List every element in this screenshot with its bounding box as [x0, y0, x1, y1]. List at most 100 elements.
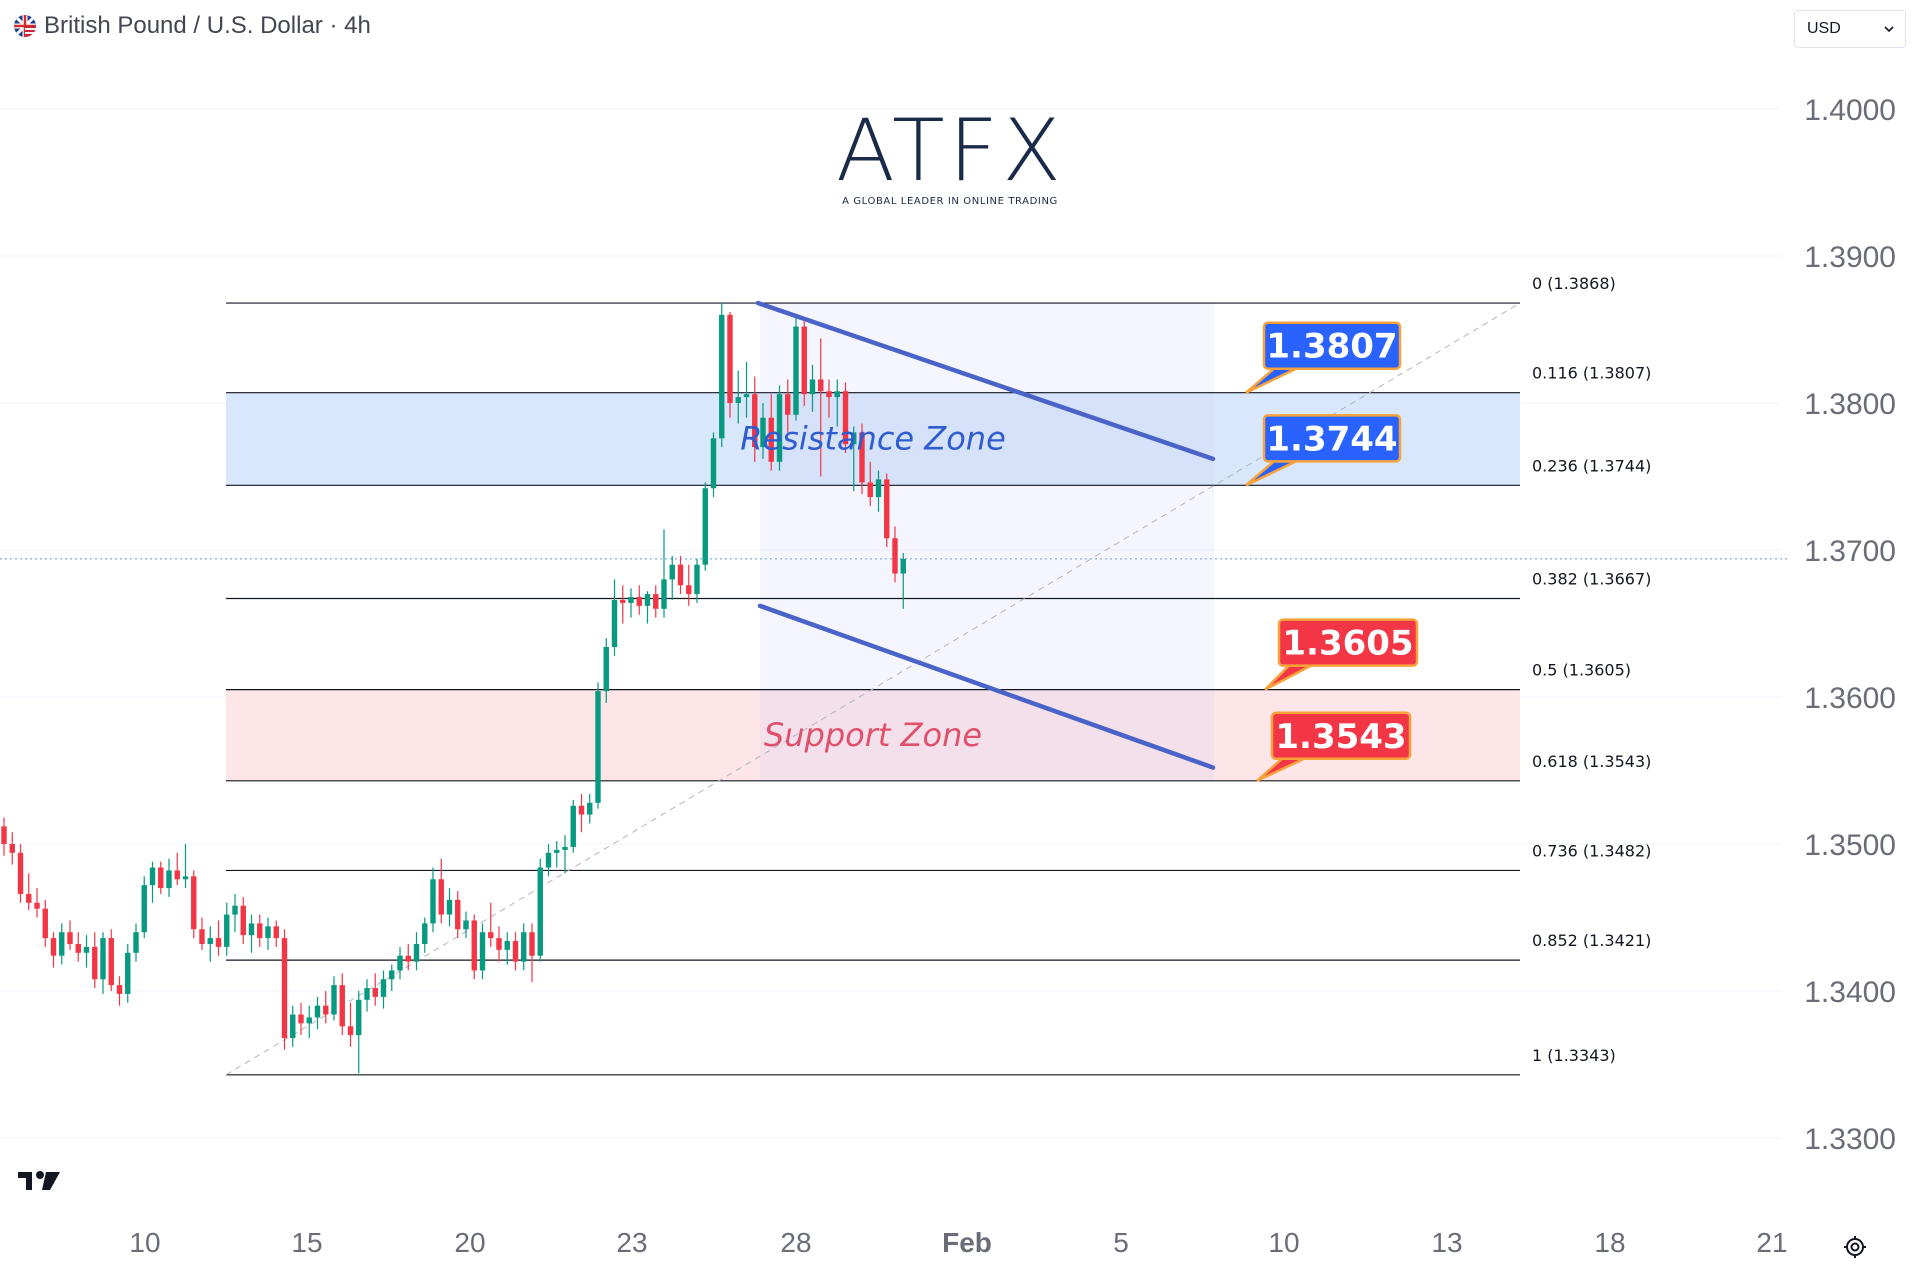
candle-body: [496, 938, 502, 950]
candle-body: [661, 579, 667, 609]
fibonacci-retracement[interactable]: 0 (1.3868) 0.116 (1.3807) 0.236 (1.3744) 0.…: [225, 274, 1651, 1076]
tradingview-logo-icon[interactable]: [16, 1166, 64, 1199]
candle-body: [752, 394, 758, 448]
candle-body: [455, 899, 461, 930]
candle-body: [884, 479, 890, 539]
candle-body: [611, 599, 618, 648]
candle-body: [174, 870, 180, 880]
candle-body: [290, 1014, 296, 1039]
candle-body: [298, 1014, 304, 1024]
symbol-title[interactable]: British Pound / U.S. Dollar · 4h: [44, 12, 371, 39]
atfx-logo: ATFX A GLOBAL LEADER IN ONLINE TRADING: [836, 108, 1064, 208]
candle-body: [710, 438, 717, 489]
price-callout-resistance[interactable]: 1.3744: [1245, 414, 1402, 487]
candle-body: [479, 932, 486, 971]
time-axis-label: 15: [291, 1227, 322, 1258]
currency-select[interactable]: USD: [1794, 10, 1906, 48]
candle-body: [826, 391, 832, 398]
candle-body: [67, 932, 73, 944]
candle-body: [306, 1017, 312, 1024]
time-axis-label: 28: [780, 1227, 811, 1258]
price-axis-label: 1.3400: [1804, 976, 1896, 1009]
candle-body: [776, 394, 783, 462]
candle-body: [331, 985, 337, 1015]
fib-level-label: 0.116 (1.3807): [1532, 364, 1651, 383]
candle-body: [892, 538, 898, 574]
candle-body: [100, 938, 106, 980]
candle-body: [182, 876, 189, 880]
candle-body: [422, 923, 428, 944]
candle-body: [191, 876, 197, 930]
callout-price-text: 1.3605: [1282, 624, 1413, 664]
candle-body: [628, 597, 634, 603]
candle-body: [430, 879, 436, 924]
trend-lines[interactable]: [755, 300, 1216, 770]
candle-body: [842, 391, 849, 445]
candle-body: [562, 846, 568, 850]
time-axis-label: 10: [1268, 1227, 1299, 1258]
candle-body: [314, 1005, 321, 1018]
candle-body: [471, 920, 477, 971]
candle-body: [59, 932, 65, 956]
candle-body: [356, 999, 362, 1036]
candle-body: [199, 929, 205, 944]
currency-select-value: USD: [1807, 20, 1841, 37]
candle-body: [166, 870, 172, 889]
candle-body: [793, 326, 799, 415]
candle-body: [141, 885, 147, 933]
candle-body: [149, 867, 156, 886]
fib-level-label: 0.236 (1.3744): [1532, 456, 1651, 475]
candle-body: [900, 558, 906, 574]
upper-channel-line[interactable]: [755, 300, 1216, 462]
logo-tagline: A GLOBAL LEADER IN ONLINE TRADING: [842, 196, 1058, 207]
candle-body: [834, 391, 840, 398]
price-callout-resistance[interactable]: 1.3807: [1245, 321, 1402, 394]
candle-body: [380, 979, 387, 997]
candle-body: [875, 479, 882, 498]
candle-body: [1, 826, 7, 844]
candle-body: [9, 844, 15, 853]
callout-box: [1270, 711, 1412, 761]
price-callout-support[interactable]: 1.3543: [1256, 711, 1412, 782]
candle-body: [133, 932, 139, 953]
price-axis[interactable]: 1.4000 1.3900 1.3800 1.3700 1.3600 1.3500 1.34…: [1804, 94, 1896, 1156]
fib-level-label: 0.736 (1.3482): [1532, 841, 1651, 860]
price-axis-label: 1.3300: [1804, 1123, 1896, 1156]
candle-body: [801, 326, 807, 395]
candle-body: [809, 379, 816, 395]
candle-body: [397, 955, 403, 971]
callout-price-text: 1.3543: [1275, 717, 1406, 757]
candle-body: [595, 691, 601, 803]
candle-body: [669, 564, 675, 580]
candle-body: [257, 923, 263, 939]
candle-body: [521, 932, 527, 962]
time-axis[interactable]: 10 15 20 23 28 Feb 5 10 13 18 21: [129, 1227, 1787, 1258]
candle-body: [215, 938, 222, 947]
symbol-title-group[interactable]: British Pound / U.S. Dollar · 4h: [14, 12, 371, 40]
lower-channel-line[interactable]: [757, 603, 1216, 770]
price-axis-label: 1.3900: [1804, 241, 1896, 274]
fib-level-label: 1 (1.3343): [1532, 1046, 1616, 1065]
candle-body: [50, 938, 57, 956]
price-callout-support[interactable]: 1.3605: [1264, 618, 1419, 691]
price-callouts[interactable]: 1.3807 1.3744 1.3605 1.3543: [1245, 321, 1419, 782]
callout-pointer: [1264, 664, 1312, 691]
candle-body: [554, 849, 560, 853]
price-axis-label: 1.3700: [1804, 535, 1896, 568]
fib-level-label: 0.852 (1.3421): [1532, 931, 1651, 950]
candle-body: [537, 867, 543, 956]
chevron-down-icon: [1884, 26, 1894, 33]
time-axis-label: 20: [454, 1227, 485, 1258]
candle-body: [677, 564, 684, 586]
candle-body: [620, 599, 626, 603]
callout-box: [1277, 618, 1419, 667]
candle-body: [488, 932, 494, 939]
candle-body: [372, 988, 378, 997]
time-axis-label: 5: [1113, 1227, 1129, 1258]
candle-body: [248, 923, 255, 936]
time-axis-label: 18: [1594, 1227, 1625, 1258]
candle-body: [512, 941, 519, 962]
settings-icon[interactable]: [1842, 1234, 1868, 1265]
fib-level-label: 0.382 (1.3667): [1532, 570, 1651, 589]
